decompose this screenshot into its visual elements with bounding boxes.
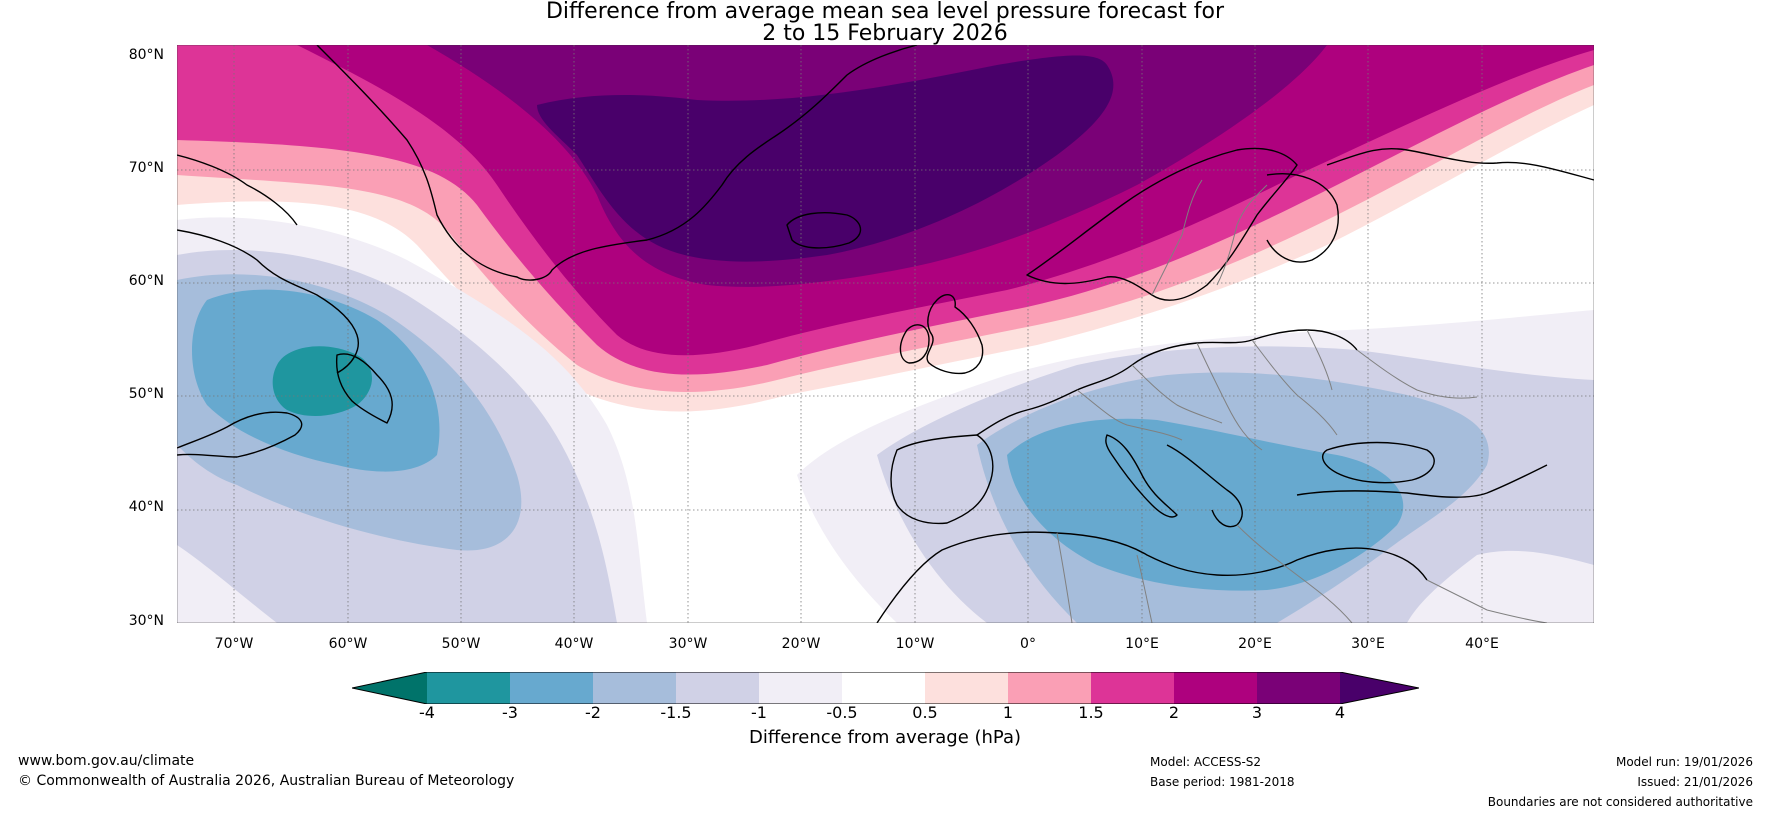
- coast-black-sea: [1321, 441, 1435, 484]
- chart-title-line1: Difference from average mean sea level p…: [545, 0, 1225, 24]
- colorbar-bin-4: [676, 672, 759, 704]
- coastlines: [177, 45, 1594, 623]
- coast-italy: [1105, 434, 1178, 518]
- boundaries-disclaimer: Boundaries are not considered authoritat…: [1487, 795, 1753, 809]
- model-name: Model: ACCESS-S2: [1150, 755, 1262, 769]
- colorbar-bin-7: [925, 672, 1008, 704]
- coast-greenland: [316, 45, 918, 281]
- pressure-anomaly-map: [177, 45, 1594, 623]
- coast-continental-europe: [976, 329, 1358, 436]
- colorbar-tick: -0.5: [826, 703, 858, 722]
- colorbar-tick: 4: [1334, 703, 1346, 722]
- coast-labrador: [177, 229, 359, 374]
- lon-label-30e: 30°E: [1351, 636, 1385, 652]
- colorbar-tick: -2: [585, 703, 601, 722]
- model-run-date: Model run: 19/01/2026: [1615, 755, 1753, 769]
- colorbar-tick: 3: [1251, 703, 1263, 722]
- contour-pos-4: [537, 55, 1114, 262]
- colorbar-label: Difference from average (hPa): [748, 727, 1022, 748]
- colorbar-extend-min: [352, 672, 427, 704]
- lat-label-50n: 50°N: [128, 386, 164, 402]
- colorbar-bin-8: [1008, 672, 1091, 704]
- lon-label-40w: 40°W: [554, 636, 594, 652]
- copyright-text: © Commonwealth of Australia 2026, Austra…: [18, 773, 515, 789]
- lon-label-60w: 60°W: [328, 636, 368, 652]
- lat-label-70n: 70°N: [128, 160, 164, 176]
- colorbar-bin-9: [1091, 672, 1174, 704]
- lat-label-40n: 40°N: [128, 499, 164, 515]
- lat-label-60n: 60°N: [128, 273, 164, 289]
- chart-title-line2: 2 to 15 February 2026: [762, 21, 1008, 46]
- coast-iberia: [890, 434, 994, 525]
- colorbar-bin-2: [510, 672, 593, 704]
- colorbar-tick: 2: [1168, 703, 1180, 722]
- colorbar-bin-10: [1174, 672, 1257, 704]
- colorbar-bin-1: [427, 672, 510, 704]
- coast-north-africa: [876, 531, 1428, 623]
- graticule: [177, 45, 1594, 623]
- colorbar-tick: 0.5: [912, 703, 938, 722]
- colorbar-bin-6: [842, 672, 925, 704]
- base-period: Base period: 1981-2018: [1150, 775, 1295, 789]
- colorbar-bin-11: [1257, 672, 1340, 704]
- coast-canada-north: [177, 154, 298, 226]
- colorbar-tick: 1: [1002, 703, 1014, 722]
- lon-label-10e: 10°E: [1125, 636, 1159, 652]
- website-link[interactable]: www.bom.gov.au/climate: [18, 753, 195, 769]
- lon-label-30w: 30°W: [668, 636, 708, 652]
- colorbar-extend-max: [1340, 672, 1419, 704]
- colorbar-bin-3: [593, 672, 676, 704]
- colorbar-tick: -4: [419, 703, 435, 722]
- coast-balkans: [1166, 444, 1243, 528]
- coast-turkey: [1296, 464, 1548, 498]
- colorbar-tick: 1.5: [1078, 703, 1104, 722]
- colorbar-tick: -1: [751, 703, 767, 722]
- colorbar-bin-5: [759, 672, 842, 704]
- lat-label-80n: 80°N: [128, 47, 164, 63]
- lon-label-20w: 20°W: [781, 636, 821, 652]
- coast-great-britain: [926, 293, 984, 375]
- lon-label-40e: 40°E: [1465, 636, 1499, 652]
- lon-label-10w: 10°W: [895, 636, 935, 652]
- coast-iceland: [786, 212, 862, 249]
- country-borders: [1056, 179, 1548, 623]
- colorbar-tick: -3: [502, 703, 518, 722]
- lon-label-20e: 20°E: [1238, 636, 1272, 652]
- colorbar-tick: -1.5: [660, 703, 692, 722]
- lon-label-70w: 70°W: [214, 636, 254, 652]
- lon-label-50w: 50°W: [441, 636, 481, 652]
- issued-date: Issued: 21/01/2026: [1637, 775, 1753, 789]
- lat-label-30n: 30°N: [128, 613, 164, 629]
- coast-finland: [1266, 173, 1339, 263]
- coast-ireland: [899, 324, 930, 364]
- coast-russia-north: [1326, 147, 1594, 181]
- contour-neg-2-east: [1007, 418, 1404, 591]
- coast-newfoundland: [335, 353, 393, 424]
- contour-neg-3-west: [272, 346, 372, 417]
- colorbar: [352, 672, 1419, 704]
- coast-nova-scotia: [177, 411, 303, 458]
- coast-norway: [1026, 147, 1298, 301]
- lon-label-0: 0°: [1020, 636, 1036, 652]
